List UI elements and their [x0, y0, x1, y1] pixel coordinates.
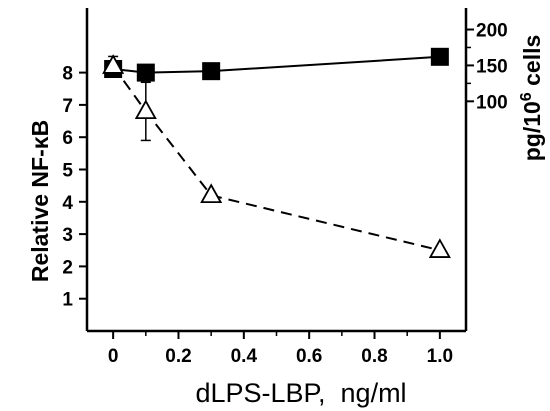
data-point-square [136, 63, 155, 82]
series-line-2 [112, 65, 441, 252]
y-right-tick-label: 100 [476, 92, 508, 113]
x-tick-label: 1.0 [427, 346, 453, 367]
x-tick-label: 0.6 [296, 346, 322, 367]
data-point-triangle [134, 99, 157, 120]
data-point-triangle [200, 183, 223, 204]
y-left-tick-label: 7 [62, 96, 73, 117]
x-axis-ticks: 0 0.2 0.4 0.6 0.8 1.0 [108, 331, 453, 367]
plot-area [85, 8, 468, 333]
y-right-tick-label: 200 [476, 21, 508, 42]
y-left-tick-label: 2 [62, 257, 73, 278]
y-left-tick-label: 6 [62, 128, 73, 149]
y-right-axis-title-base: pg/10 [519, 101, 545, 161]
y-left-tick-label: 8 [62, 64, 73, 85]
y-left-axis-ticks: 1 2 3 4 5 6 7 8 [62, 64, 87, 311]
series-line-1 [113, 55, 440, 74]
y-left-tick-label: 5 [62, 161, 73, 182]
y-left-axis-title: Relative NF-κB [27, 120, 53, 282]
y-right-axis-title: pg/106 cells [518, 35, 545, 162]
x-tick-label: 0.2 [165, 346, 191, 367]
y-right-axis-ticks: 100 150 200 [466, 21, 508, 113]
y-right-tick-label: 150 [476, 56, 508, 77]
data-point-triangle [102, 54, 125, 74]
data-point-triangle [428, 238, 451, 258]
x-axis-title: dLPS-LBP, ng/ml [195, 378, 406, 408]
y-right-axis-title-exponent: 6 [518, 92, 535, 101]
data-point-square [202, 62, 221, 81]
data-point-square [430, 47, 449, 66]
x-tick-label: 0.8 [361, 346, 387, 367]
y-right-axis-title-suffix: cells [519, 35, 545, 93]
x-tick-label: 0 [108, 346, 119, 367]
x-tick-label: 0.4 [231, 346, 258, 367]
y-left-tick-label: 1 [62, 290, 73, 311]
y-left-tick-label: 3 [62, 225, 73, 246]
y-left-tick-label: 4 [62, 193, 73, 214]
